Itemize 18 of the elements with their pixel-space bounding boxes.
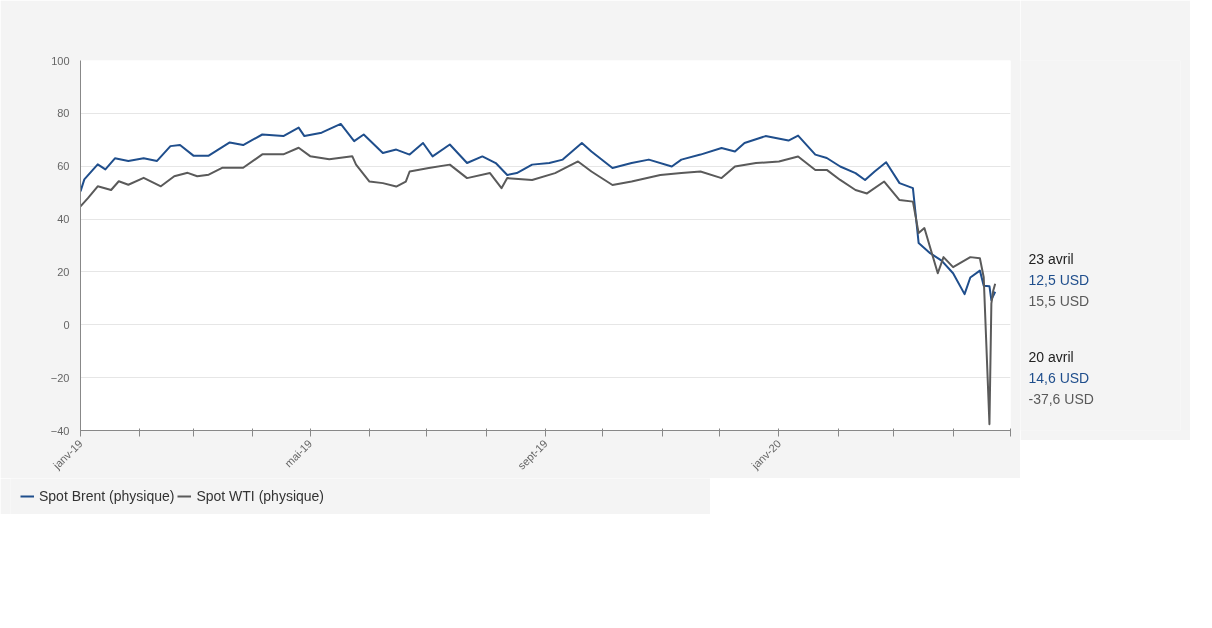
text: 20 avril (1028, 348, 1074, 365)
y-tick-label: 0 (63, 318, 70, 331)
text: 14,6 USD (1028, 369, 1090, 386)
legend-label: Spot Brent (physique) (39, 488, 175, 504)
line-series (80, 146, 997, 426)
y-tick-label: 100 (51, 54, 70, 67)
y-tick-label: −20 (50, 371, 70, 384)
legend-label: Spot WTI (physique) (196, 488, 325, 504)
line-series (80, 122, 997, 302)
y-tick-label: −40 (50, 424, 70, 437)
text: 15,5 USD (1028, 293, 1090, 309)
text: 23 avril (1028, 250, 1074, 267)
y-tick-label: 40 (57, 213, 70, 226)
y-tick-label: 80 (57, 107, 70, 120)
y-tick-label: 60 (57, 160, 70, 173)
text: 12,5 USD (1028, 271, 1090, 288)
text: -37,6 USD (1028, 390, 1094, 407)
y-tick-label: 20 (57, 265, 70, 278)
